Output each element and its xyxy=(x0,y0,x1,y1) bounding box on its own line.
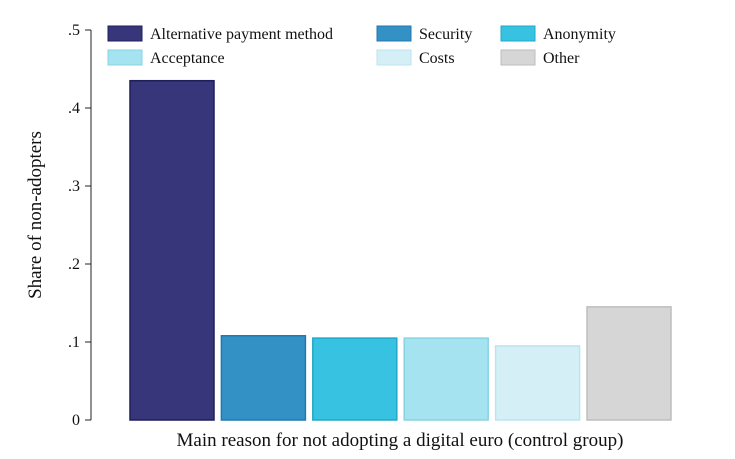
bar-costs xyxy=(494,345,581,421)
legend-label-anonymity: Anonymity xyxy=(543,26,616,43)
bar-acceptance xyxy=(403,337,489,421)
bar-other xyxy=(586,306,672,421)
y-tick-label: .5 xyxy=(68,22,80,39)
bar-anonymity xyxy=(312,337,398,421)
legend-swatch-acceptance xyxy=(107,49,143,66)
x-axis-title: Main reason for not adopting a digital e… xyxy=(177,430,624,451)
legend-label-alternative-payment-method: Alternative payment method xyxy=(150,26,333,43)
legend-label-other: Other xyxy=(543,50,580,67)
bar-security xyxy=(220,335,307,421)
y-tick-label: .4 xyxy=(68,100,80,117)
y-tick-label: .3 xyxy=(68,178,80,195)
bar-alternative-payment-method xyxy=(129,79,215,421)
legend-swatch-costs xyxy=(376,49,412,66)
y-tick-label: 0 xyxy=(72,412,80,429)
legend-swatch-security xyxy=(376,25,412,42)
legend-swatch-alternative-payment-method xyxy=(107,25,143,42)
y-tick-label: .1 xyxy=(68,334,80,351)
legend-swatch-other xyxy=(500,49,536,66)
legend-label-security: Security xyxy=(419,26,472,43)
y-axis-title: Share of non-adopters xyxy=(25,131,46,299)
legend-label-costs: Costs xyxy=(419,50,455,67)
bars xyxy=(129,79,672,421)
y-axis-ticks: 0 .1 .2 .3 .4 .5 xyxy=(68,22,91,429)
legend-label-acceptance: Acceptance xyxy=(150,50,225,67)
legend-swatch-anonymity xyxy=(500,25,536,42)
legend: Alternative payment method Security Anonym… xyxy=(107,25,616,67)
y-tick-label: .2 xyxy=(68,256,80,273)
